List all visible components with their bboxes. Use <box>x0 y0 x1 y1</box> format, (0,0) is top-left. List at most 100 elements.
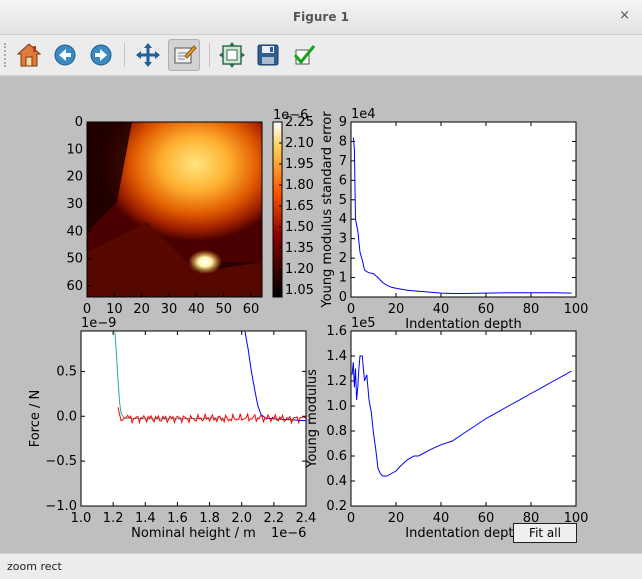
x-tick-label: 0 <box>347 302 355 317</box>
x-tick-label: 0 <box>347 511 355 526</box>
line-panel-3: 0 20 40 60 80 100 0.2 0.4 0.6 0.8 1.0 1.2 1.4 1.6 Inde… <box>305 316 588 541</box>
x-tick-label: 100 <box>564 302 589 317</box>
x-axis-label: Indentation depth <box>405 317 522 332</box>
x-tick-label: 1.6 <box>167 511 188 526</box>
y-tick-label: −1.0 <box>45 499 77 514</box>
x-tick-label: 1.8 <box>199 511 220 526</box>
x-tick-label: 10 <box>106 302 123 317</box>
x-tick-label: 40 <box>433 302 450 317</box>
x-tick-label: 0 <box>83 302 91 317</box>
colorbar-exponent: 1e−6 <box>273 108 308 123</box>
series-line-1 <box>244 331 306 422</box>
close-button[interactable]: × <box>619 8 630 23</box>
toolbar <box>0 35 642 76</box>
colorbar-tick-label: 1.20 <box>285 262 314 277</box>
fit-all-button[interactable]: Fit all <box>513 523 577 543</box>
window-title: Figure 1 <box>292 10 350 24</box>
series-line-2 <box>117 407 306 425</box>
y-exponent: 1e4 <box>351 107 376 122</box>
x-tick-label: 40 <box>433 511 450 526</box>
status-text: zoom rect <box>7 560 62 573</box>
subplots-button[interactable] <box>216 39 248 71</box>
plot-area <box>350 121 577 298</box>
heatmap-low-region <box>87 222 262 297</box>
colorbar-tick-label: 1.35 <box>285 241 314 256</box>
y-tick-label: 1.4 <box>326 349 347 364</box>
x-tick-label: 50 <box>215 302 232 317</box>
x-tick-label: 2.4 <box>296 511 317 526</box>
y-exponent: 1e5 <box>351 316 376 331</box>
colorbar-tick-label: 1.50 <box>285 220 314 235</box>
zoom-button[interactable] <box>168 39 200 71</box>
x-axis-label: Nominal height / m <box>131 526 256 541</box>
y-tick-label: 30 <box>66 197 83 212</box>
x-tick-label: 80 <box>523 511 540 526</box>
y-tick-label: 10 <box>66 142 83 157</box>
x-tick-label: 2.0 <box>231 511 252 526</box>
colorbar-tick-label: 2.10 <box>285 136 314 151</box>
y-tick-label: 1.0 <box>326 399 347 414</box>
back-icon <box>54 44 76 66</box>
y-tick-label: 0.6 <box>326 449 347 464</box>
x-tick-label: 20 <box>133 302 150 317</box>
heatmap-dark-region <box>87 122 132 232</box>
y-tick-label: 0.5 <box>56 364 77 379</box>
colorbar-tick-label: 1.65 <box>285 199 314 214</box>
x-tick-label: 100 <box>564 511 589 526</box>
colorbar-tick-label: 2.25 <box>285 115 314 130</box>
y-tick-label: 0 <box>339 290 347 305</box>
x-tick-label: 80 <box>523 302 540 317</box>
y-tick-label: 4 <box>339 212 347 227</box>
colorbar-tick-label: 1.05 <box>285 283 314 298</box>
y-tick-label: 40 <box>66 224 83 239</box>
title-bar: Figure 1 × <box>0 0 642 35</box>
x-axis-label: Indentation depth <box>405 526 522 541</box>
colorbar <box>272 121 283 298</box>
back-button[interactable] <box>49 39 81 71</box>
x-tick-label: 1.2 <box>103 511 124 526</box>
heatmap-panel: 0 10 20 30 40 50 6001020304050602.252.101.951.… <box>66 108 314 317</box>
pan-button[interactable] <box>132 39 164 71</box>
y-axis-label: Young modulus standard error <box>320 111 335 309</box>
x-tick-label: 2.2 <box>264 511 285 526</box>
toolbar-grip[interactable] <box>4 43 9 67</box>
figure-canvas[interactable]: 0 10 20 30 40 50 6001020304050602.252.101.951.… <box>0 76 642 552</box>
heatmap-frame <box>86 121 263 298</box>
line-panel-1: 0 20 40 60 80 100 0 1 2 3 4 5 6 7 8 9 Indentation depth Y… <box>320 107 588 332</box>
y-axis-label: Young modulus <box>305 369 320 469</box>
y-tick-label: 0.4 <box>326 474 347 489</box>
series-line-0 <box>352 137 572 294</box>
pan-icon <box>136 43 160 67</box>
y-tick-label: 3 <box>339 232 347 247</box>
zoom-icon <box>174 45 197 64</box>
y-tick-label: 0.0 <box>56 409 77 424</box>
x-tick-label: 20 <box>388 302 405 317</box>
colorbar-tick-label: 1.95 <box>285 157 314 172</box>
edit-parameters-button[interactable] <box>288 39 320 71</box>
forward-button[interactable] <box>85 39 117 71</box>
subplots-icon <box>219 42 245 68</box>
edit-check-icon <box>293 45 316 65</box>
y-tick-label: 0 <box>75 115 83 130</box>
toolbar-separator <box>209 43 210 67</box>
y-tick-label: 1.6 <box>326 324 347 339</box>
x-tick-label: 30 <box>161 302 178 317</box>
y-tick-label: 1.2 <box>326 374 347 389</box>
forward-icon <box>90 44 112 66</box>
y-tick-label: 50 <box>66 252 83 267</box>
toolbar-separator <box>124 43 125 67</box>
colorbar-tick-label: 1.80 <box>285 178 314 193</box>
home-icon <box>16 43 42 67</box>
y-axis-label: Force / N <box>28 390 43 448</box>
heatmap-bright-spot <box>188 250 222 274</box>
home-button[interactable] <box>13 39 45 71</box>
x-tick-label: 1.0 <box>71 511 92 526</box>
y-tick-label: 20 <box>66 170 83 185</box>
x-tick-label: 60 <box>243 302 260 317</box>
y-tick-label: 9 <box>339 115 347 130</box>
y-tick-label: 0.8 <box>326 424 347 439</box>
y-exponent: 1e−9 <box>81 316 116 331</box>
save-icon <box>257 44 279 66</box>
x-tick-label: 60 <box>478 302 495 317</box>
save-button[interactable] <box>252 39 284 71</box>
